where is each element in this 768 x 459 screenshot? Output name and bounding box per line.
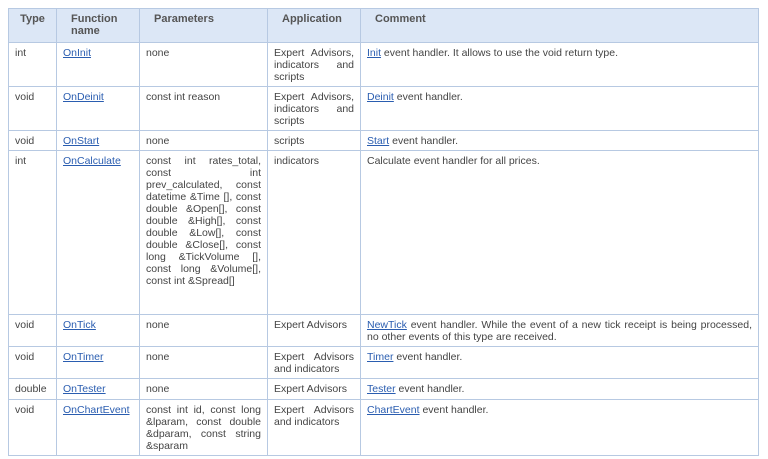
cell-type: void (8, 130, 57, 151)
cell-application: Expert Advisors and indicators (267, 346, 361, 379)
cell-comment: Deinit event handler. (360, 86, 759, 131)
cell-application: Expert Advisors, indicators and scripts (267, 86, 361, 131)
header-parameters: Parameters (139, 8, 268, 43)
cell-type: void (8, 399, 57, 456)
function-link[interactable]: OnTick (63, 319, 96, 331)
cell-function: OnDeinit (56, 86, 140, 131)
cell-application: Expert Advisors, indicators and scripts (267, 42, 361, 87)
cell-type: void (8, 314, 57, 347)
function-link[interactable]: OnTester (63, 383, 106, 395)
event-handlers-table: Type Function name Parameters Applicatio… (8, 8, 759, 456)
cell-parameters: none (139, 378, 268, 400)
cell-application: scripts (267, 130, 361, 151)
function-link[interactable]: OnInit (63, 47, 92, 59)
comment-text: event handler. (419, 404, 489, 416)
comment-text: event handler. (393, 91, 463, 103)
comment-text: event handler. (389, 135, 459, 147)
function-link[interactable]: OnCalculate (63, 155, 121, 167)
cell-application: indicators (267, 150, 361, 315)
comment-event-link[interactable]: Init (367, 47, 382, 59)
cell-type: double (8, 378, 57, 400)
table-row: void OnTimer none Expert Advisors and indic… (8, 346, 759, 379)
function-link[interactable]: OnChartEvent (63, 404, 130, 416)
table-header-row: Type Function name Parameters Applicatio… (8, 8, 759, 43)
cell-parameters: none (139, 42, 268, 87)
function-link[interactable]: OnStart (63, 135, 100, 147)
cell-parameters: none (139, 314, 268, 347)
table-row: void OnStart none scripts Start event handle… (8, 130, 759, 151)
cell-function: OnChartEvent (56, 399, 140, 456)
comment-text: event handler. It allows to use the void… (381, 47, 618, 59)
cell-function: OnTester (56, 378, 140, 400)
cell-function: OnInit (56, 42, 140, 87)
comment-text: Calculate event handler for all prices. (367, 155, 540, 167)
comment-text: event handler. (395, 383, 465, 395)
cell-comment: Init event handler. It allows to use the… (360, 42, 759, 87)
header-comment: Comment (360, 8, 759, 43)
cell-parameters: const int reason (139, 86, 268, 131)
header-function-name: Function name (56, 8, 140, 43)
comment-event-link[interactable]: Tester (367, 383, 396, 395)
table-row: void OnDeinit const int reason Expert Advis… (8, 86, 759, 131)
header-type: Type (8, 8, 57, 43)
comment-event-link[interactable]: Deinit (367, 91, 394, 103)
cell-application: Expert Advisors (267, 378, 361, 400)
cell-function: OnCalculate (56, 150, 140, 315)
cell-type: int (8, 42, 57, 87)
cell-application: Expert Advisors (267, 314, 361, 347)
cell-comment: Calculate event handler for all prices. (360, 150, 759, 315)
cell-comment: Start event handler. (360, 130, 759, 151)
cell-function: OnStart (56, 130, 140, 151)
comment-event-link[interactable]: ChartEvent (367, 404, 420, 416)
table-row: int OnCalculate const int rates_total, con… (8, 150, 759, 315)
cell-parameters: none (139, 346, 268, 379)
table-row: double OnTester none Expert Advisors Tester … (8, 378, 759, 400)
table-row: void OnChartEvent const int id, const long… (8, 399, 759, 456)
cell-application: Expert Advisors and indicators (267, 399, 361, 456)
table-row: void OnTick none Expert Advisors NewTick eve… (8, 314, 759, 347)
cell-comment: Timer event handler. (360, 346, 759, 379)
comment-event-link[interactable]: NewTick (367, 319, 407, 331)
cell-type: void (8, 346, 57, 379)
cell-type: int (8, 150, 57, 315)
cell-parameters: const int rates_total, const int prev_ca… (139, 150, 268, 315)
cell-comment: NewTick event handler. While the event o… (360, 314, 759, 347)
function-link[interactable]: OnTimer (63, 351, 104, 363)
header-application: Application (267, 8, 361, 43)
cell-function: OnTick (56, 314, 140, 347)
table-row: int OnInit none Expert Advisors, indicators… (8, 42, 759, 87)
cell-type: void (8, 86, 57, 131)
cell-function: OnTimer (56, 346, 140, 379)
cell-parameters: none (139, 130, 268, 151)
cell-comment: ChartEvent event handler. (360, 399, 759, 456)
function-link[interactable]: OnDeinit (63, 91, 104, 103)
cell-comment: Tester event handler. (360, 378, 759, 400)
cell-parameters: const int id, const long &lparam, const … (139, 399, 268, 456)
comment-text: event handler. (393, 351, 463, 363)
comment-text: event handler. While the event of a new … (367, 319, 752, 343)
comment-event-link[interactable]: Start (367, 135, 390, 147)
comment-event-link[interactable]: Timer (367, 351, 394, 363)
